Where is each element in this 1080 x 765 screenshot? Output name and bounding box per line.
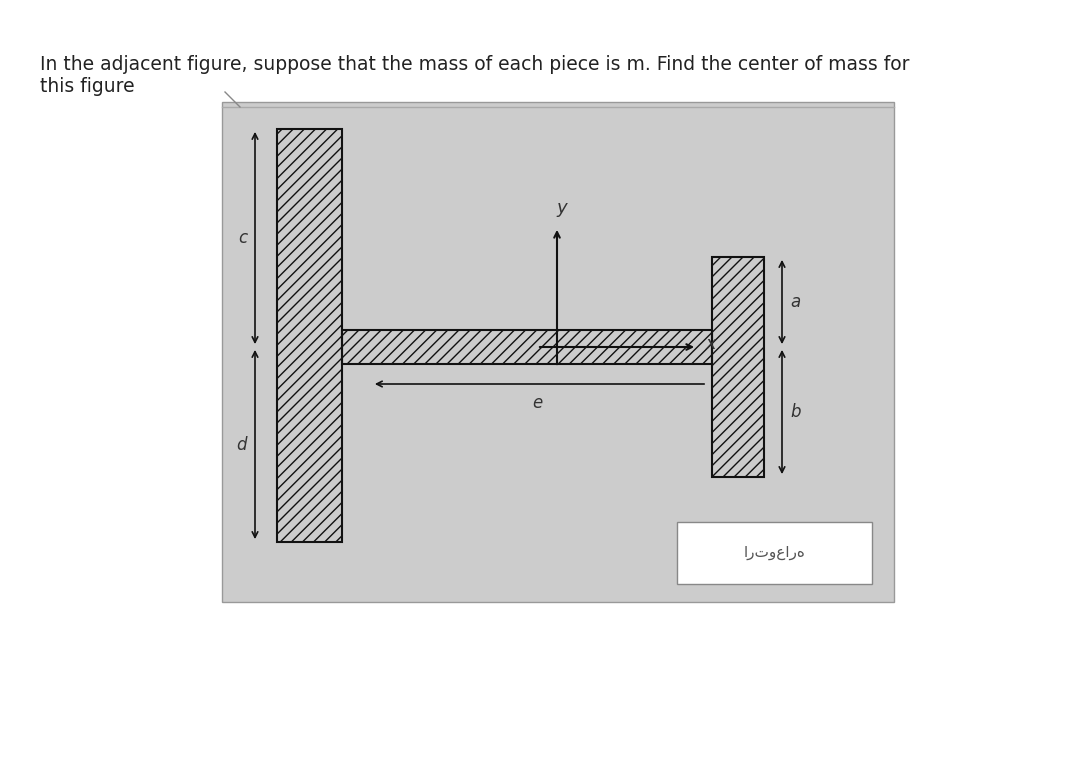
Bar (677, 522, 872, 584)
Bar (712, 257, 764, 477)
Text: b: b (789, 403, 800, 421)
Text: In the adjacent figure, suppose that the mass of each piece is m. Find the cente: In the adjacent figure, suppose that the… (40, 55, 909, 74)
Text: ارتوعاره: ارتوعاره (743, 545, 806, 561)
Text: e: e (531, 394, 542, 412)
Bar (222, 102, 894, 602)
Text: a: a (789, 293, 800, 311)
Bar (276, 129, 342, 542)
Text: x: x (705, 335, 716, 353)
Text: c: c (238, 229, 247, 247)
Text: this figure: this figure (40, 77, 135, 96)
Text: d: d (237, 435, 247, 454)
Text: y: y (556, 199, 567, 217)
Bar (342, 330, 712, 364)
